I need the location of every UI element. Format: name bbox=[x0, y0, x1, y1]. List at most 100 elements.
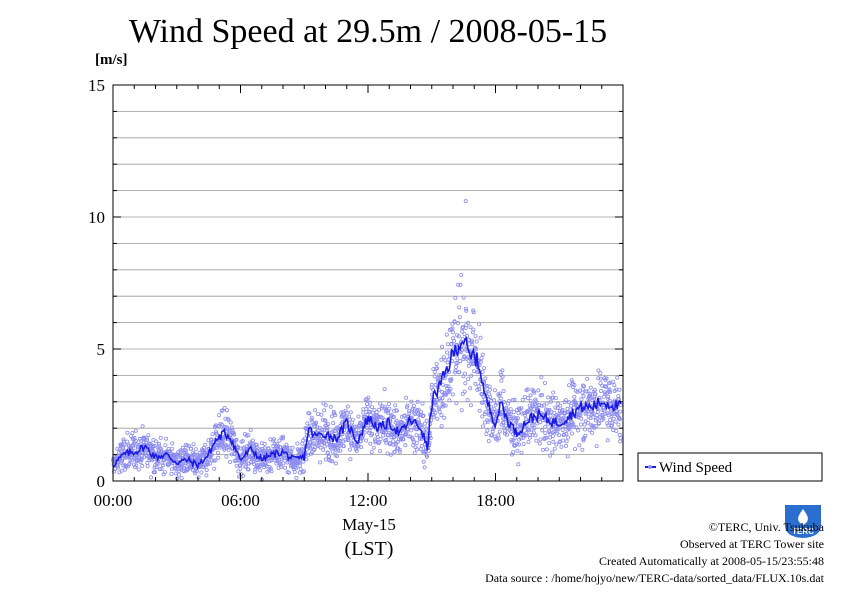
data-point bbox=[417, 435, 422, 440]
data-point bbox=[317, 434, 322, 439]
data-point bbox=[282, 455, 287, 460]
data-point bbox=[309, 417, 314, 422]
data-point bbox=[217, 445, 222, 450]
data-point bbox=[593, 387, 598, 392]
data-point bbox=[368, 409, 373, 414]
data-point bbox=[169, 446, 174, 451]
data-point bbox=[468, 403, 473, 408]
data-point bbox=[318, 445, 323, 450]
data-point bbox=[566, 435, 571, 440]
data-point bbox=[458, 282, 463, 287]
data-point bbox=[564, 439, 569, 444]
data-point bbox=[309, 415, 314, 420]
data-point bbox=[542, 380, 547, 385]
data-point bbox=[224, 454, 229, 459]
data-point bbox=[618, 409, 623, 414]
data-point bbox=[356, 414, 361, 419]
data-point bbox=[371, 445, 376, 450]
data-point bbox=[205, 462, 210, 467]
data-point bbox=[204, 467, 209, 472]
data-point bbox=[574, 425, 579, 430]
data-point bbox=[565, 406, 570, 411]
terc-logo: TERC bbox=[783, 503, 823, 539]
data-point bbox=[466, 363, 471, 368]
data-point bbox=[204, 473, 209, 478]
data-point bbox=[152, 443, 157, 448]
data-point bbox=[152, 465, 157, 470]
data-point bbox=[498, 396, 503, 401]
data-point bbox=[454, 401, 459, 406]
data-point bbox=[561, 415, 566, 420]
data-point bbox=[159, 447, 164, 452]
data-point bbox=[439, 357, 444, 362]
data-point bbox=[593, 392, 598, 397]
data-point bbox=[504, 432, 509, 437]
data-point bbox=[469, 340, 474, 345]
data-point bbox=[162, 470, 167, 475]
data-point bbox=[368, 441, 373, 446]
data-point bbox=[465, 398, 470, 403]
data-point bbox=[243, 464, 248, 469]
data-point bbox=[301, 469, 306, 474]
data-point bbox=[390, 430, 395, 435]
data-point bbox=[526, 439, 531, 444]
data-point bbox=[277, 438, 282, 443]
data-point bbox=[563, 398, 568, 403]
data-point bbox=[548, 413, 553, 418]
data-point bbox=[394, 418, 399, 423]
data-point bbox=[484, 431, 489, 436]
data-point bbox=[213, 458, 218, 463]
data-point bbox=[411, 437, 416, 442]
data-point bbox=[481, 400, 486, 405]
data-point bbox=[557, 415, 562, 420]
data-point bbox=[170, 441, 175, 446]
data-point bbox=[279, 464, 284, 469]
data-point bbox=[540, 428, 545, 433]
data-point bbox=[610, 421, 615, 426]
data-point bbox=[480, 424, 485, 429]
data-point bbox=[322, 444, 327, 449]
data-point bbox=[543, 430, 548, 435]
data-point bbox=[311, 441, 316, 446]
data-point bbox=[596, 376, 601, 381]
data-point bbox=[511, 409, 516, 414]
data-point bbox=[531, 430, 536, 435]
data-point bbox=[330, 459, 335, 464]
data-point bbox=[559, 444, 564, 449]
data-point bbox=[552, 446, 557, 451]
data-point bbox=[591, 411, 596, 416]
data-point bbox=[186, 443, 191, 448]
data-point bbox=[571, 424, 576, 429]
data-point bbox=[456, 321, 461, 326]
data-point bbox=[386, 401, 391, 406]
data-point bbox=[578, 412, 583, 417]
data-point bbox=[547, 441, 552, 446]
legend-label: Wind Speed bbox=[659, 460, 733, 476]
data-point bbox=[616, 422, 621, 427]
data-point bbox=[555, 405, 560, 410]
data-point bbox=[455, 356, 460, 361]
data-point bbox=[514, 420, 519, 425]
data-point bbox=[567, 383, 572, 388]
data-point bbox=[608, 417, 613, 422]
axis-ticks: 0 5 10 15 00:00 06:00 12:00 18:00 bbox=[88, 76, 624, 510]
data-point bbox=[471, 369, 476, 374]
data-point bbox=[148, 475, 153, 480]
data-point bbox=[216, 455, 221, 460]
data-point bbox=[566, 400, 571, 405]
data-point bbox=[464, 308, 469, 313]
data-point bbox=[228, 420, 233, 425]
data-point bbox=[515, 416, 520, 421]
data-point bbox=[550, 450, 555, 455]
data-point bbox=[254, 442, 259, 447]
data-point bbox=[262, 441, 267, 446]
data-point bbox=[611, 379, 616, 384]
data-point bbox=[321, 401, 326, 406]
data-point bbox=[480, 369, 485, 374]
data-point bbox=[225, 425, 230, 430]
data-point bbox=[565, 454, 570, 459]
data-point bbox=[491, 398, 496, 403]
x-tick-label: 12:00 bbox=[349, 491, 388, 510]
data-point bbox=[587, 428, 592, 433]
data-point bbox=[598, 376, 603, 381]
